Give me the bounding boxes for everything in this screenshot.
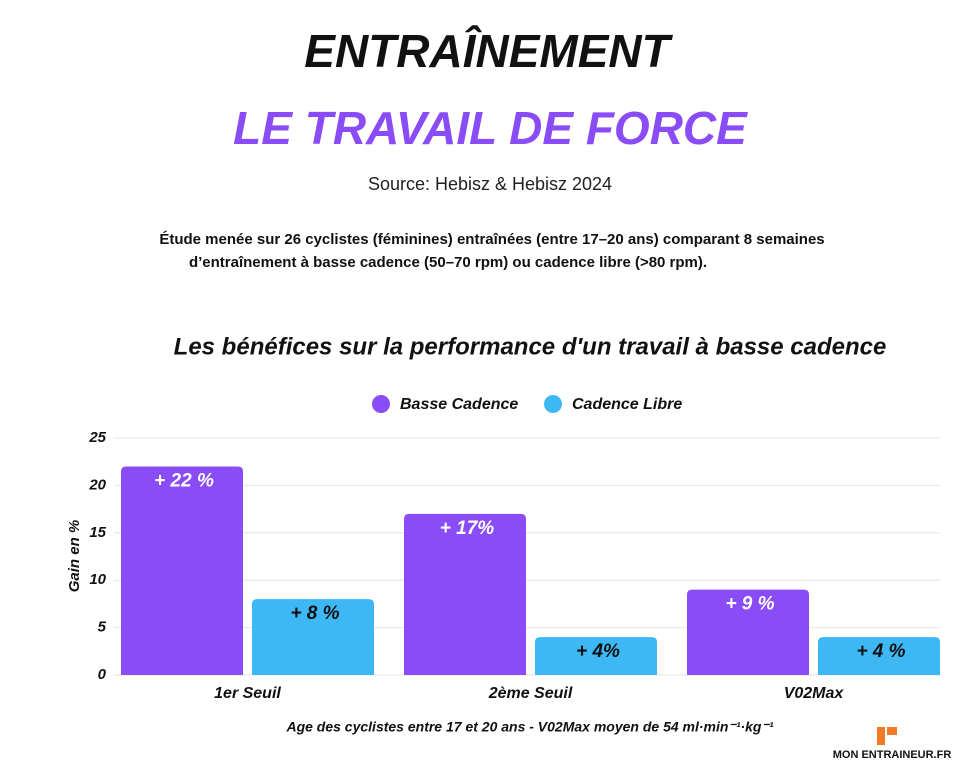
y-tick-label: 25 <box>88 429 106 446</box>
y-axis-label: Gain en % <box>66 520 83 593</box>
description-line: Étude menée sur 26 cyclistes (féminines)… <box>159 231 824 248</box>
y-tick-label: 0 <box>98 666 107 683</box>
x-tick-label: 2ème Seuil <box>488 685 573 702</box>
value-label: + 4% <box>576 641 620 662</box>
x-tick-label: V02Max <box>784 685 845 702</box>
value-label: + 22 % <box>154 470 214 491</box>
y-tick-label: 15 <box>89 524 106 541</box>
value-label: + 17% <box>440 518 495 539</box>
y-tick-label: 5 <box>98 619 107 636</box>
value-label: + 9 % <box>725 594 774 615</box>
logo <box>877 727 897 745</box>
bar <box>252 599 374 675</box>
value-label: + 8 % <box>290 603 339 624</box>
bar <box>818 637 940 675</box>
value-label: + 4 % <box>856 641 905 662</box>
x-axis-label: Age des cyclistes entre 17 et 20 ans - V… <box>285 719 773 735</box>
legend-label: Basse Cadence <box>400 396 518 413</box>
bar <box>404 513 526 675</box>
legend-swatch <box>372 395 390 413</box>
y-tick-label: 10 <box>89 571 106 588</box>
chart-title: Les bénéfices sur la performance d'un tr… <box>174 333 887 360</box>
brand: MON ENTRAINEUR.FR <box>833 749 952 761</box>
bar <box>535 637 657 675</box>
bar <box>687 589 809 675</box>
source: Source: Hebisz & Hebisz 2024 <box>368 174 612 194</box>
y-tick-label: 20 <box>88 476 106 493</box>
legend-swatch <box>544 395 562 413</box>
description-line: d’entraînement à basse cadence (50–70 rp… <box>189 254 707 271</box>
page-title: ENTRAÎNEMENT <box>304 25 673 77</box>
x-tick-label: 1er Seuil <box>214 685 281 702</box>
page-subtitle: LE TRAVAIL DE FORCE <box>233 102 748 154</box>
legend-label: Cadence Libre <box>572 396 682 413</box>
bar <box>121 466 243 675</box>
